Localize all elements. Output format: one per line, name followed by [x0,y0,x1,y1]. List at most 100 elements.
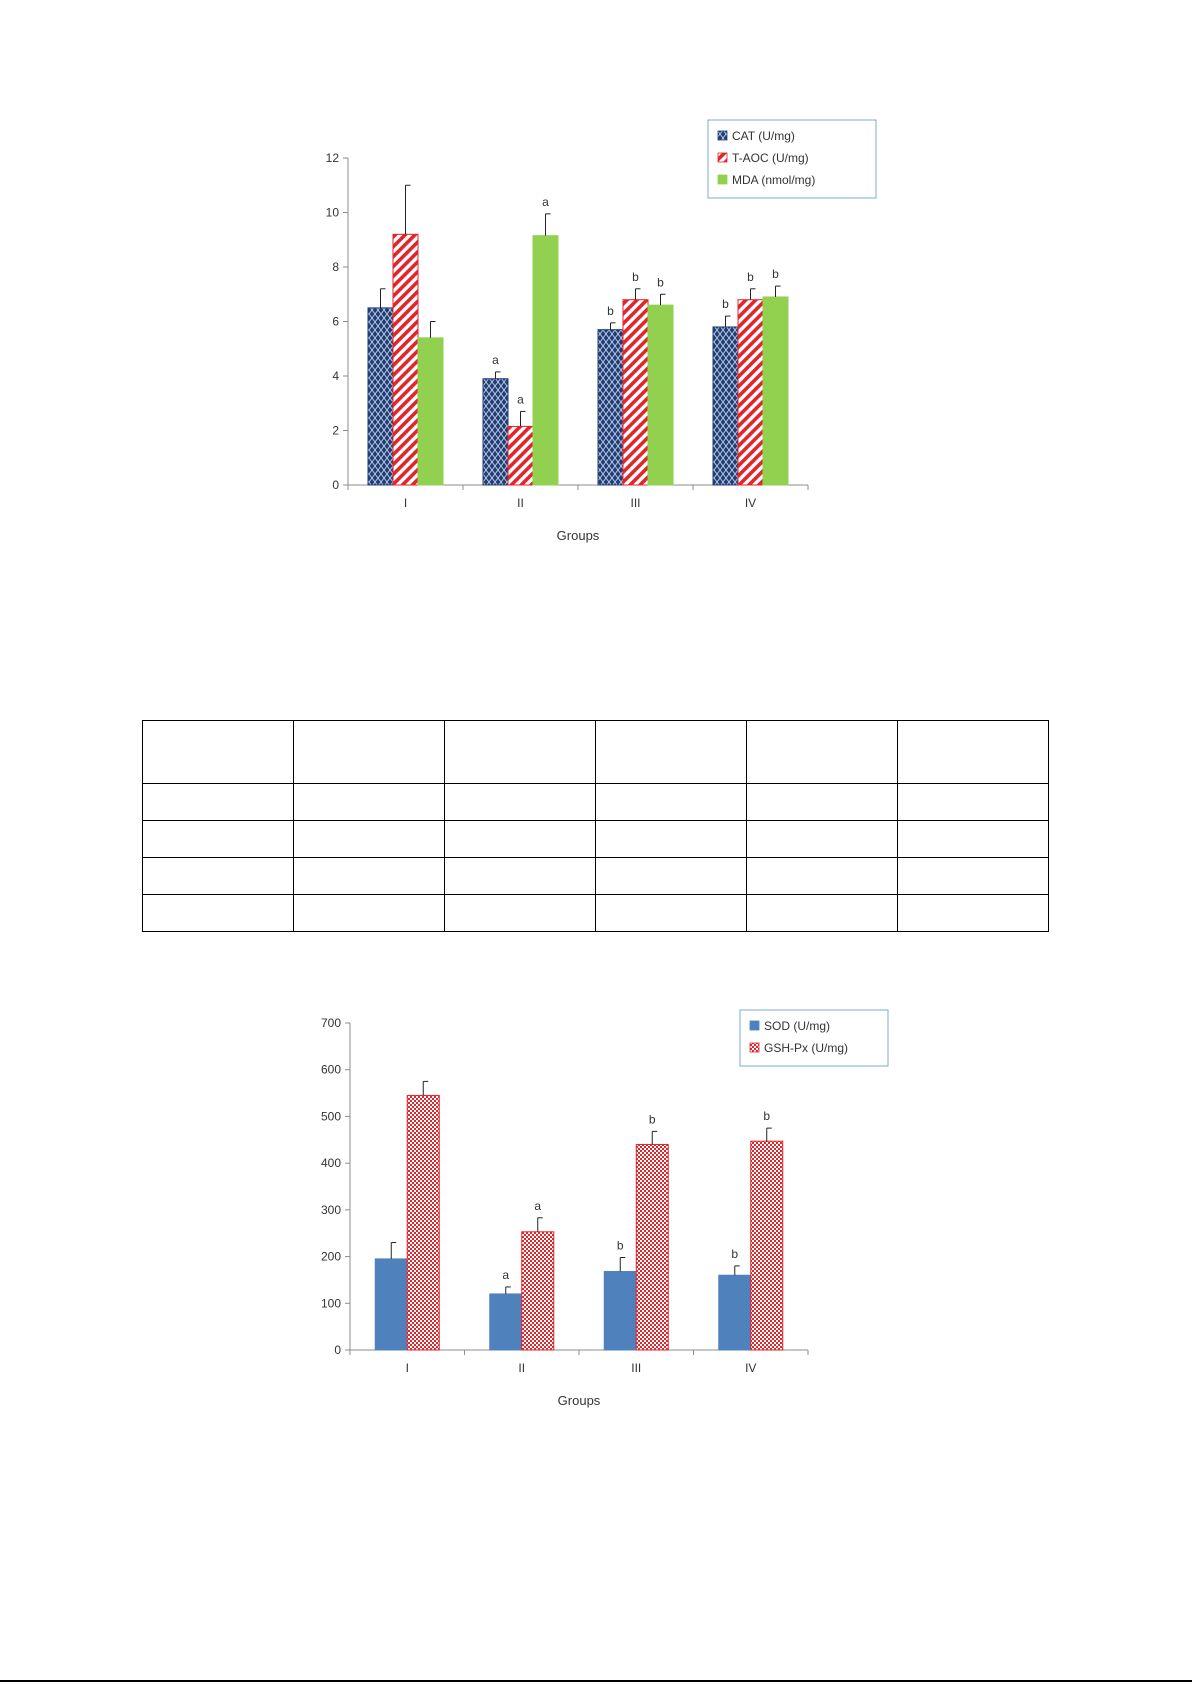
y-tick-label: 10 [326,206,340,220]
y-tick-label: 4 [332,369,339,383]
significance-label: b [772,267,779,281]
x-tick-label: II [517,496,524,510]
table-cell [897,820,1049,858]
bar [737,299,764,486]
x-axis-title: Groups [558,1393,601,1408]
table-cell [897,720,1049,784]
x-tick-label: IV [745,496,756,510]
y-tick-label: 2 [332,424,339,438]
table-cell [746,857,898,895]
table-cell [293,820,445,858]
legend-box [739,1009,889,1067]
significance-label: b [617,1239,624,1253]
legend-swatch [749,1020,760,1031]
bar [392,233,419,486]
significance-label: a [542,195,549,209]
significance-label: b [657,275,664,289]
bar [374,1258,408,1351]
legend-label: CAT (U/mg) [732,129,795,143]
y-tick-label: 400 [321,1156,341,1170]
table-row [142,857,1049,895]
y-tick-label: 300 [321,1203,341,1217]
y-tick-label: 12 [326,151,340,165]
x-tick-label: I [406,1361,409,1375]
table-row [142,720,1049,784]
table-cell [444,783,596,821]
bar [750,1140,784,1351]
bar [482,378,509,486]
table-cell [142,894,294,932]
legend-swatch [749,1042,760,1053]
significance-label: b [649,1112,656,1126]
table-cell [595,820,747,858]
table-cell [444,720,596,784]
bar [622,299,649,486]
x-axis-title: Groups [557,528,600,543]
table-cell [293,720,445,784]
bar [489,1293,523,1351]
y-tick-label: 200 [321,1250,341,1264]
table-cell [746,894,898,932]
bar [718,1274,752,1351]
table-cell [444,894,596,932]
bar [417,337,444,486]
table-cell [746,820,898,858]
y-tick-label: 600 [321,1063,341,1077]
significance-label: b [747,270,754,284]
table-cell [897,783,1049,821]
significance-label: b [607,304,614,318]
table-cell [444,857,596,895]
significance-label: a [517,392,524,406]
table-cell [897,894,1049,932]
x-tick-label: I [404,496,407,510]
table-cell [746,783,898,821]
bar [367,307,394,486]
table-cell [595,783,747,821]
significance-label: a [534,1199,541,1213]
legend-box [707,119,877,199]
x-tick-label: II [518,1361,525,1375]
empty-data-table [142,720,1049,932]
table-cell [293,783,445,821]
table-cell [293,857,445,895]
y-tick-label: 0 [334,1343,341,1357]
bar [406,1094,440,1351]
table-cell [142,857,294,895]
x-tick-label: III [631,1361,641,1375]
table-cell [897,857,1049,895]
bar [521,1231,555,1351]
bar [647,304,674,486]
legend-label: GSH-Px (U/mg) [764,1041,848,1055]
bar [532,235,559,486]
bar [712,326,739,486]
legend-label: MDA (nmol/mg) [732,173,815,187]
x-tick-label: III [630,496,640,510]
table-cell [595,720,747,784]
significance-label: b [731,1247,738,1261]
legend-swatch [717,152,728,163]
y-tick-label: 6 [332,315,339,329]
y-tick-label: 500 [321,1109,341,1123]
significance-label: b [722,297,729,311]
significance-label: b [632,270,639,284]
significance-label: a [492,353,499,367]
legend-label: T-AOC (U/mg) [732,151,809,165]
y-tick-label: 100 [321,1296,341,1310]
y-tick-label: 0 [332,478,339,492]
bar [762,296,789,486]
x-tick-label: IV [745,1361,756,1375]
table-cell [142,783,294,821]
y-tick-label: 700 [321,1016,341,1030]
table-cell [595,894,747,932]
table-cell [746,720,898,784]
legend-label: SOD (U/mg) [764,1019,830,1033]
legend-swatch [717,174,728,185]
antioxidant-chart-1: 0 2 4 6 8 10 12 I II a a a III b b b IV b b b Groups CAT (U/m… [270,110,910,560]
table-row [142,783,1049,821]
significance-label: b [763,1109,770,1123]
y-tick-label: 8 [332,260,339,274]
table-cell [595,857,747,895]
bar [597,329,624,486]
bar [635,1143,669,1351]
